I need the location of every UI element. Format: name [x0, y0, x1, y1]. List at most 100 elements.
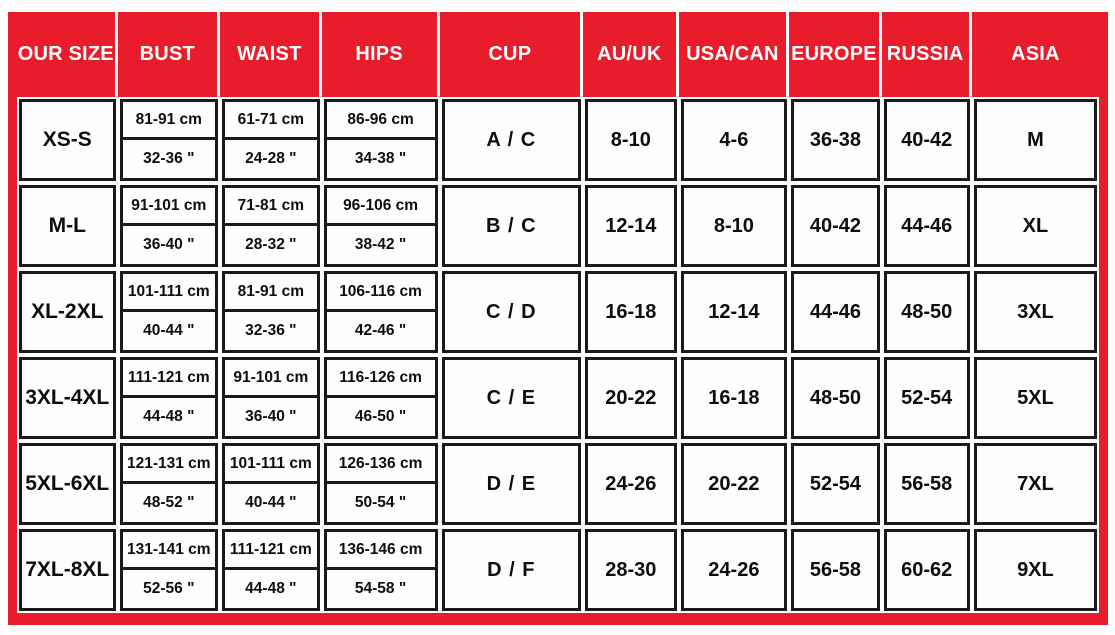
russia-cell: 56-58 — [883, 443, 970, 525]
hips-cell: 116-126 cm 46-50 " — [323, 357, 438, 439]
waist-in-value: 28-32 " — [245, 236, 297, 253]
bust-in-value: 32-36 " — [143, 150, 195, 167]
cup-cell: D / E — [441, 443, 582, 525]
bust-cm-value: 91-101 cm — [122, 188, 216, 226]
size-cell: 3XL-4XL — [19, 357, 116, 439]
waist-cell: 91-101 cm 36-40 " — [222, 357, 320, 439]
hips-in-value: 34-38 " — [354, 150, 407, 167]
header-cell-europe: EUROPE — [789, 12, 882, 97]
header-cell-cup: CUP — [440, 12, 584, 97]
asia-cell: 3XL — [973, 271, 1097, 353]
hips-cm-value: 106-116 cm — [326, 274, 435, 312]
russia-cell: 40-42 — [883, 99, 970, 181]
hips-cell: 126-136 cm 50-54 " — [323, 443, 438, 525]
table-body: XS-S 81-91 cm 32-36 " 61-71 cm 24-28 " 8… — [17, 97, 1099, 613]
waist-cm-value: 71-81 cm — [225, 188, 317, 226]
bust-cm-value: 111-121 cm — [122, 360, 216, 398]
waist-in-value: 36-40 " — [245, 408, 297, 425]
bust-cell: 91-101 cm 36-40 " — [119, 185, 219, 267]
size-cell: 7XL-8XL — [19, 529, 116, 611]
waist-cm-value: 101-111 cm — [225, 446, 317, 484]
waist-cell: 71-81 cm 28-32 " — [222, 185, 320, 267]
usa-can-cell: 8-10 — [680, 185, 788, 267]
table-row: 7XL-8XL 131-141 cm 52-56 " 111-121 cm 44… — [17, 527, 1099, 613]
header-cell-hips: HIPS — [322, 12, 440, 97]
waist-in-value: 32-36 " — [245, 322, 297, 339]
header-cell-our-size: OUR SIZE — [17, 12, 118, 97]
bust-cell: 131-141 cm 52-56 " — [119, 529, 219, 611]
asia-cell: 5XL — [973, 357, 1097, 439]
usa-can-cell: 4-6 — [680, 99, 788, 181]
size-cell: XL-2XL — [19, 271, 116, 353]
cup-cell: C / D — [441, 271, 582, 353]
bust-cm-value: 81-91 cm — [122, 102, 216, 140]
bust-in-value: 36-40 " — [143, 236, 195, 253]
waist-cm-value: 91-101 cm — [225, 360, 317, 398]
waist-cell: 111-121 cm 44-48 " — [222, 529, 320, 611]
europe-cell: 44-46 — [791, 271, 880, 353]
hips-cm-value: 126-136 cm — [326, 446, 435, 484]
header-cell-waist: WAIST — [220, 12, 322, 97]
europe-cell: 56-58 — [791, 529, 880, 611]
europe-cell: 36-38 — [791, 99, 880, 181]
europe-cell: 48-50 — [791, 357, 880, 439]
header-cell-usa-can: USA/CAN — [679, 12, 790, 97]
russia-cell: 52-54 — [883, 357, 970, 439]
bust-in-value: 40-44 " — [143, 322, 195, 339]
waist-cell: 61-71 cm 24-28 " — [222, 99, 320, 181]
hips-cm-value: 116-126 cm — [326, 360, 435, 398]
usa-can-cell: 20-22 — [680, 443, 788, 525]
au-uk-cell: 20-22 — [585, 357, 677, 439]
waist-cell: 81-91 cm 32-36 " — [222, 271, 320, 353]
cup-cell: C / E — [441, 357, 582, 439]
bust-cell: 101-111 cm 40-44 " — [119, 271, 219, 353]
waist-cm-value: 61-71 cm — [225, 102, 317, 140]
hips-cm-value: 96-106 cm — [326, 188, 435, 226]
header-cell-au-uk: AU/UK — [583, 12, 679, 97]
russia-cell: 60-62 — [883, 529, 970, 611]
cup-cell: B / C — [441, 185, 582, 267]
waist-in-value: 40-44 " — [245, 494, 297, 511]
hips-in-value: 42-46 " — [354, 322, 407, 339]
hips-cm-value: 136-146 cm — [326, 532, 435, 570]
au-uk-cell: 28-30 — [585, 529, 677, 611]
table-header-row: OUR SIZE BUST WAIST HIPS CUP AU/UK USA/C… — [17, 12, 1099, 97]
waist-cell: 101-111 cm 40-44 " — [222, 443, 320, 525]
size-cell: M-L — [19, 185, 116, 267]
bust-cm-value: 131-141 cm — [122, 532, 216, 570]
usa-can-cell: 24-26 — [680, 529, 788, 611]
bust-in-value: 44-48 " — [143, 408, 195, 425]
europe-cell: 40-42 — [791, 185, 880, 267]
au-uk-cell: 24-26 — [585, 443, 677, 525]
size-chart-table: OUR SIZE BUST WAIST HIPS CUP AU/UK USA/C… — [8, 12, 1108, 625]
bust-cell: 111-121 cm 44-48 " — [119, 357, 219, 439]
bust-in-value: 48-52 " — [143, 494, 195, 511]
hips-in-value: 46-50 " — [354, 408, 407, 425]
table-row: M-L 91-101 cm 36-40 " 71-81 cm 28-32 " 9… — [17, 183, 1099, 269]
hips-cm-value: 86-96 cm — [326, 102, 435, 140]
hips-in-value: 50-54 " — [354, 494, 407, 511]
hips-in-value: 38-42 " — [354, 236, 407, 253]
asia-cell: 9XL — [973, 529, 1097, 611]
bust-cm-value: 101-111 cm — [122, 274, 216, 312]
bust-cell: 81-91 cm 32-36 " — [119, 99, 219, 181]
hips-cell: 136-146 cm 54-58 " — [323, 529, 438, 611]
au-uk-cell: 16-18 — [585, 271, 677, 353]
table-row: XS-S 81-91 cm 32-36 " 61-71 cm 24-28 " 8… — [17, 97, 1099, 183]
usa-can-cell: 16-18 — [680, 357, 788, 439]
russia-cell: 48-50 — [883, 271, 970, 353]
au-uk-cell: 12-14 — [585, 185, 677, 267]
cup-cell: A / C — [441, 99, 582, 181]
table-row: 3XL-4XL 111-121 cm 44-48 " 91-101 cm 36-… — [17, 355, 1099, 441]
asia-cell: XL — [973, 185, 1097, 267]
hips-in-value: 54-58 " — [354, 580, 407, 597]
waist-cm-value: 111-121 cm — [225, 532, 317, 570]
waist-cm-value: 81-91 cm — [225, 274, 317, 312]
russia-cell: 44-46 — [883, 185, 970, 267]
hips-cell: 86-96 cm 34-38 " — [323, 99, 438, 181]
size-cell: XS-S — [19, 99, 116, 181]
header-cell-bust: BUST — [118, 12, 221, 97]
hips-cell: 96-106 cm 38-42 " — [323, 185, 438, 267]
bust-cell: 121-131 cm 48-52 " — [119, 443, 219, 525]
